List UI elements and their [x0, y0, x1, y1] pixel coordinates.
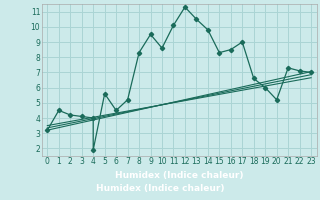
- Text: Humidex (Indice chaleur): Humidex (Indice chaleur): [96, 184, 224, 193]
- X-axis label: Humidex (Indice chaleur): Humidex (Indice chaleur): [115, 171, 244, 180]
